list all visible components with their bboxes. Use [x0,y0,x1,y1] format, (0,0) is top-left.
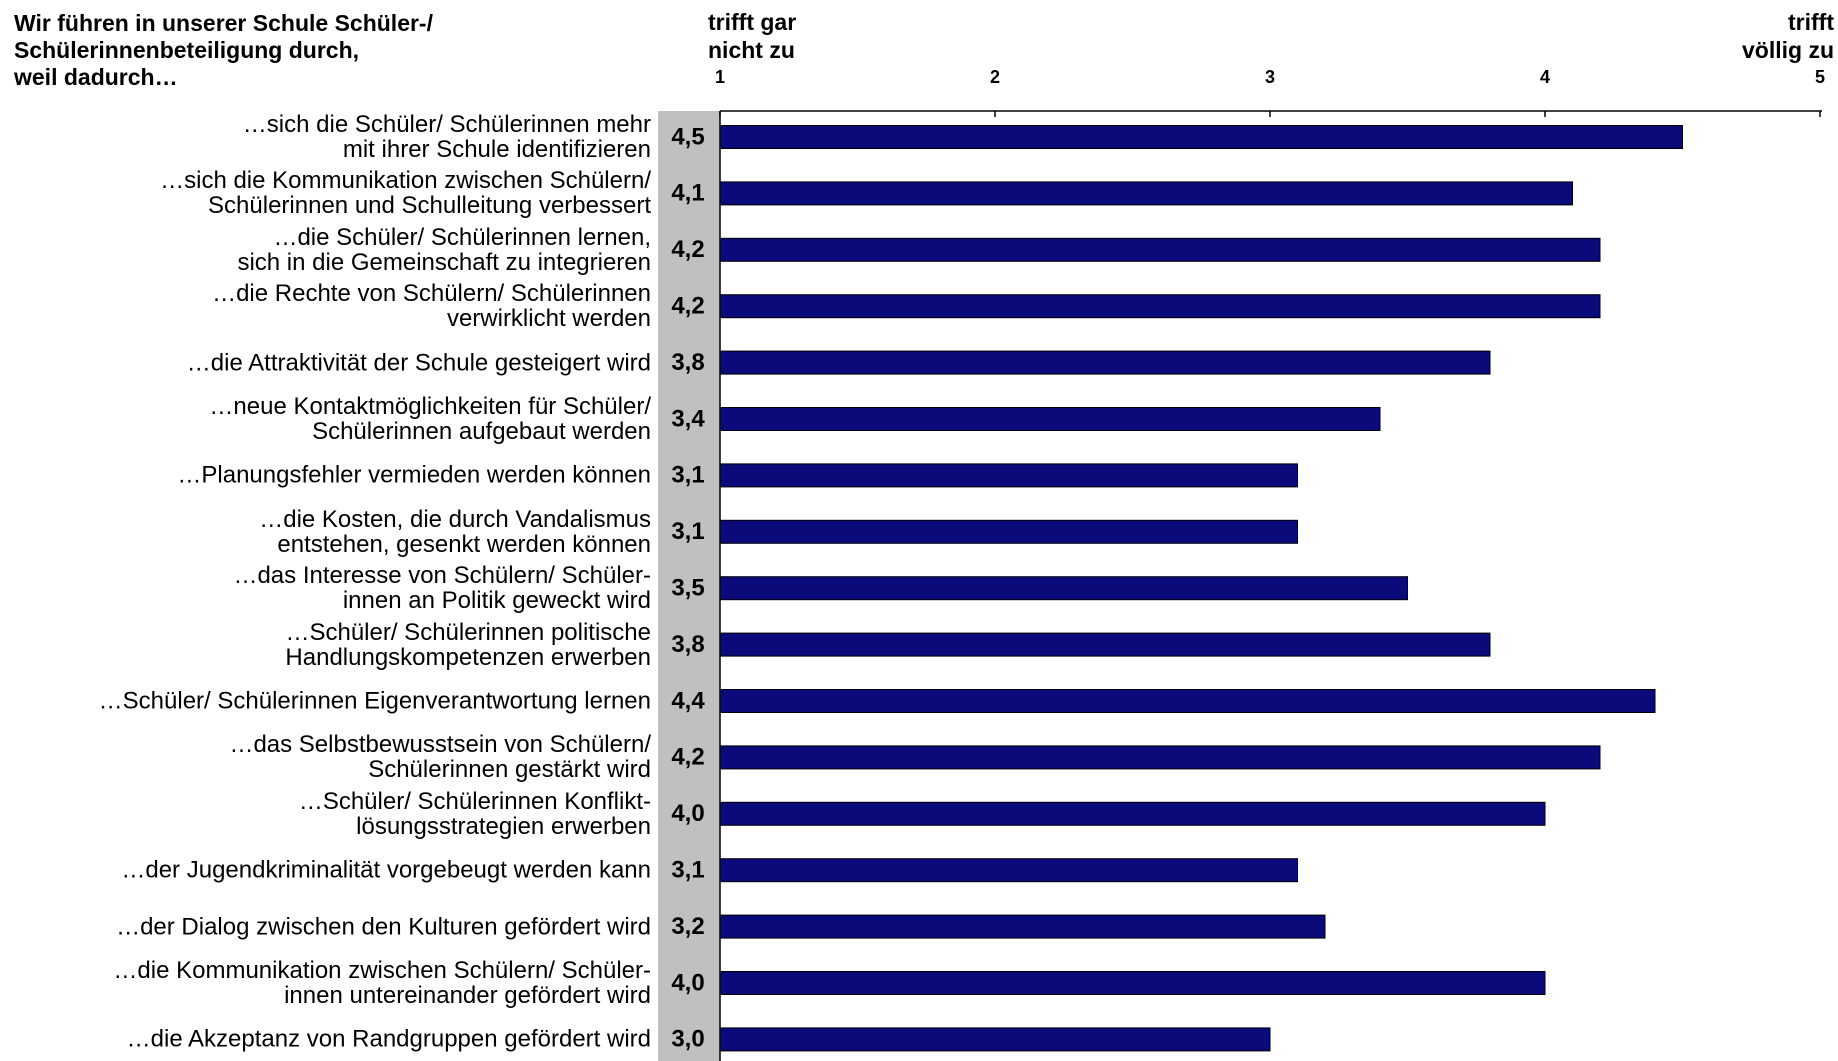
category-label: …das Interesse von Schülern/ Schüler- in… [233,562,651,615]
bar [719,801,1546,826]
value-label: 4,2 [671,236,704,263]
category-label: …die Kosten, die durch Vandalismus entst… [259,505,651,558]
x-tick-label: 3 [1265,67,1275,87]
category-label: …Schüler/ Schülerinnen politische Handlu… [285,618,651,671]
value-label: 3,8 [671,631,704,658]
bar [719,519,1298,544]
category-label: …der Dialog zwischen den Kulturen geförd… [116,913,651,941]
x-tick-label: 1 [715,67,725,87]
category-label: …sich die Schüler/ Schülerinnen mehr mit… [242,111,651,163]
category-label: …sich die Kommunikation zwischen Schüler… [160,167,651,220]
category-label: …die Rechte von Schülern/ Schülerinnen v… [212,280,651,333]
value-label: 3,0 [671,1026,704,1053]
bar [719,125,1683,149]
category-label: …die Kommunikation zwischen Schülern/ Sc… [113,957,651,1009]
bar [719,632,1491,657]
value-label: 3,8 [671,349,704,376]
value-label: 4,5 [671,123,704,150]
category-label: …Planungsfehler vermieden werden können [177,461,651,489]
bar [719,181,1573,206]
value-label: 3,2 [671,913,704,940]
value-label: 4,4 [671,687,705,714]
value-label: 3,5 [671,575,704,602]
chart-title: Wir führen in unserer Schule Schüler-/ S… [14,10,433,90]
value-label: 3,1 [671,518,704,545]
value-label: 3,1 [671,462,704,489]
bar [719,350,1491,375]
x-tick-label: 2 [990,67,1000,87]
value-label: 3,4 [671,405,705,432]
value-label: 4,2 [671,744,704,771]
x-tick-label: 5 [1815,67,1825,87]
bar [719,1027,1271,1052]
value-label: 4,0 [671,800,704,827]
value-label: 4,2 [671,293,704,320]
bar [719,858,1298,883]
value-label: 4,1 [671,180,704,207]
category-label: …die Akzeptanz von Randgruppen gefördert… [126,1025,651,1053]
value-label: 4,0 [671,969,704,996]
bar [719,237,1601,262]
value-column [658,111,720,1061]
bar [719,914,1326,939]
axis-high-label: trifft völlig zu [1742,9,1834,63]
bar [719,294,1601,319]
category-label: …der Jugendkriminalität vorgebeugt werde… [121,856,651,884]
bar [719,576,1408,601]
bar [719,689,1656,713]
category-label: …die Attraktivität der Schule gesteigert… [186,349,651,377]
bar [719,971,1546,995]
axis-low-label: trifft gar nicht zu [708,9,797,63]
bar [719,745,1601,770]
value-label: 3,1 [671,857,704,884]
category-label: …neue Kontaktmöglichkeiten für Schüler/ … [209,393,651,445]
category-label: …Schüler/ Schülerinnen Eigenverantwortun… [98,687,651,715]
category-label: …das Selbstbewusstsein von Schülern/ Sch… [229,731,651,784]
bar [719,463,1298,488]
category-label: …die Schüler/ Schülerinnen lernen, sich … [237,223,651,276]
category-label: …Schüler/ Schülerinnen Konflikt- lösungs… [298,787,651,840]
x-tick-label: 4 [1540,67,1550,87]
bar [719,407,1381,431]
